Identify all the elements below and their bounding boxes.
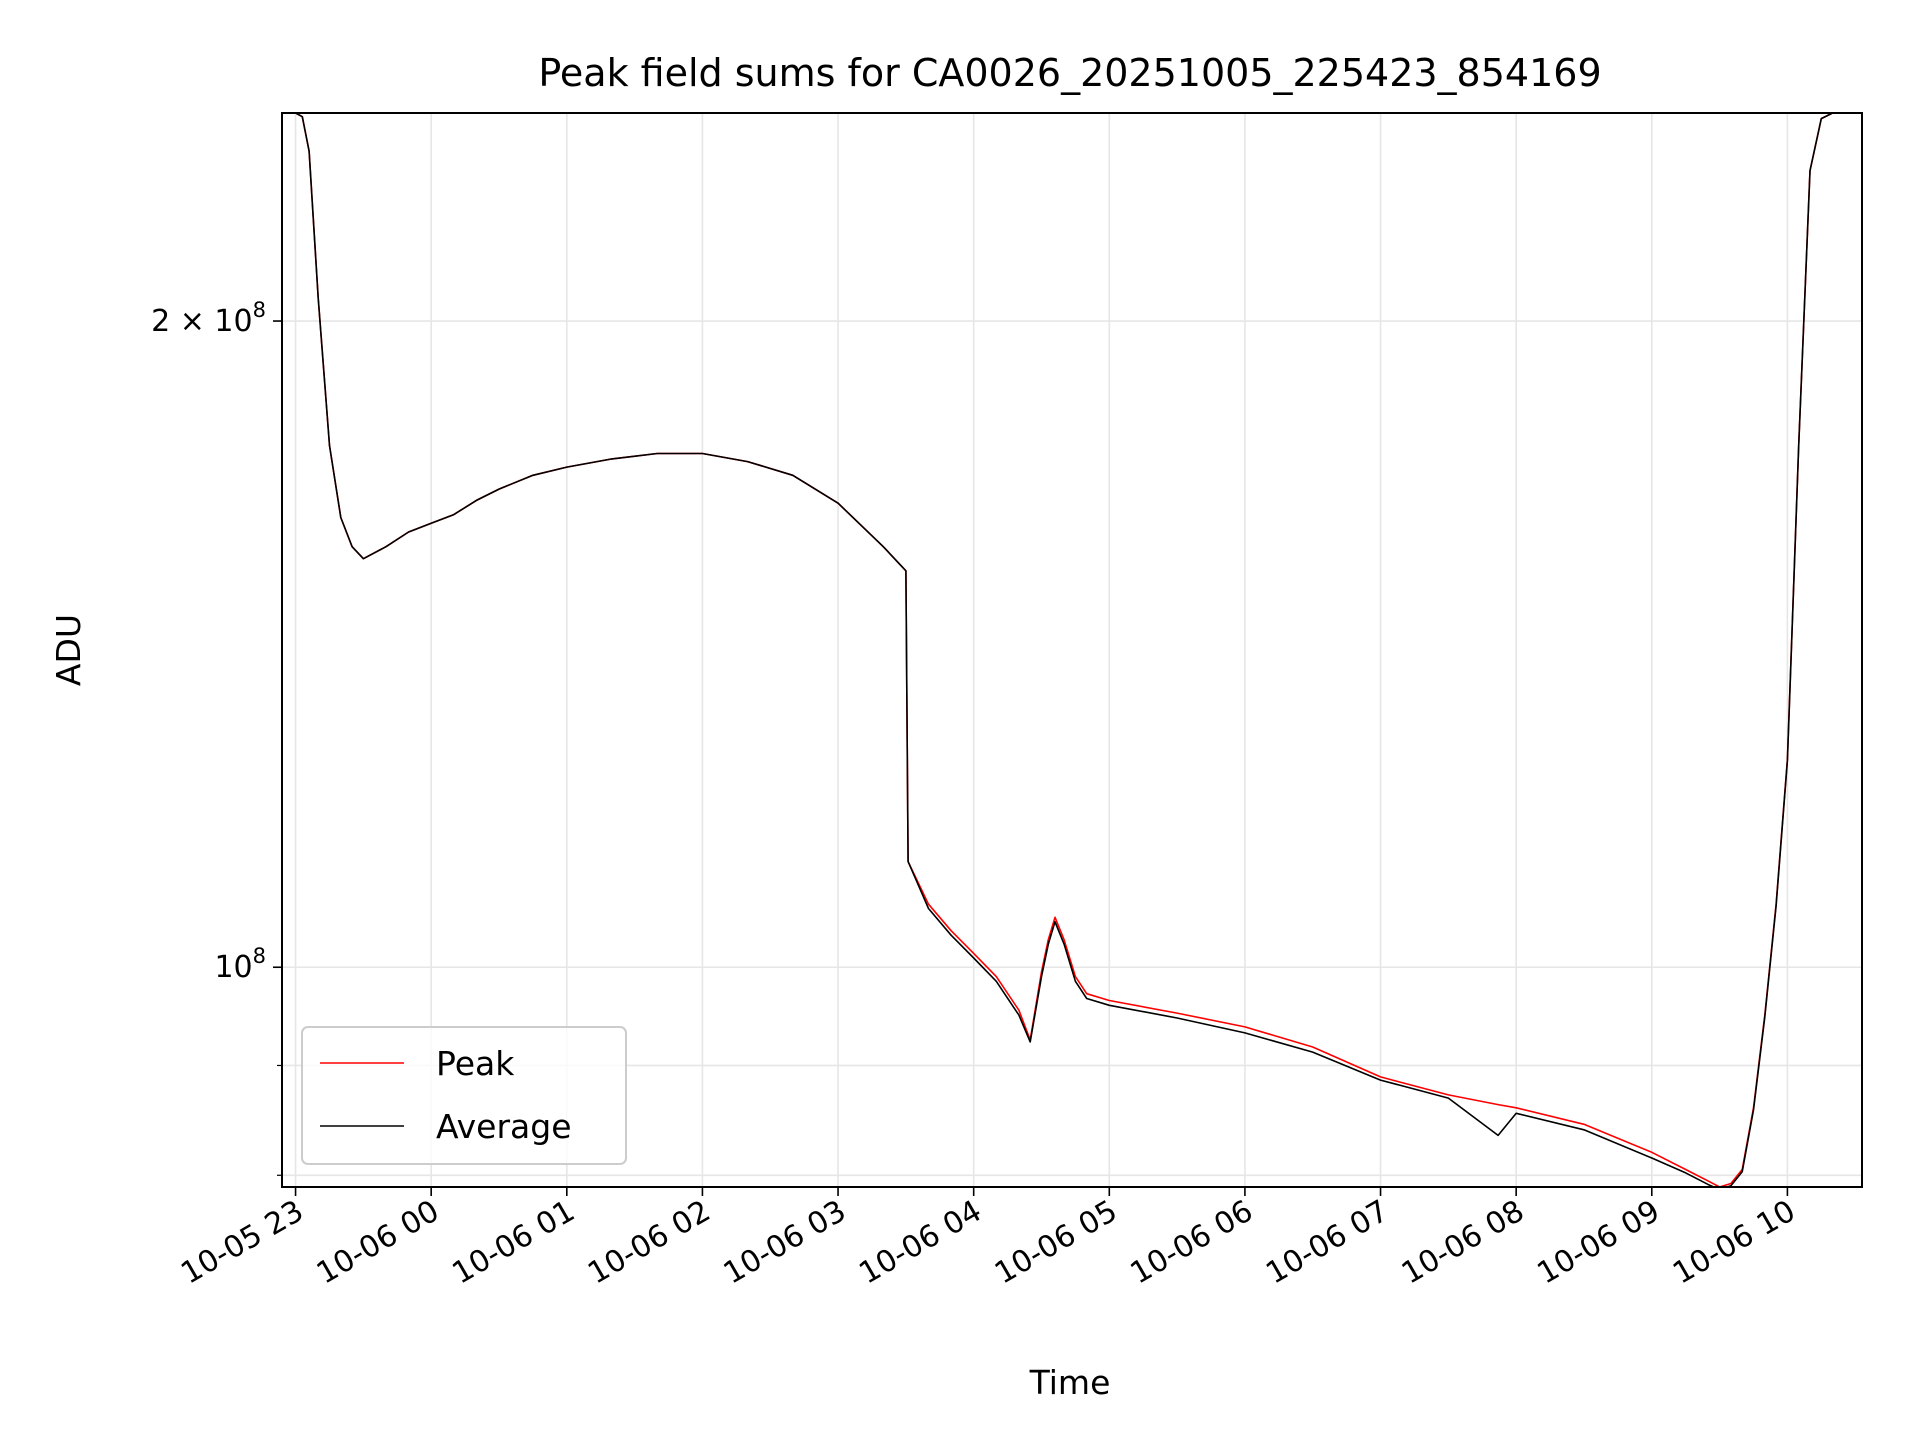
- y-tick-label: 108: [214, 944, 266, 985]
- y-tick-base: 2 × 10: [151, 304, 252, 339]
- legend-label-peak: Peak: [436, 1044, 515, 1083]
- plot-frame: [281, 112, 1863, 1188]
- x-axis-label: Time: [1029, 1363, 1111, 1402]
- legend-label-average: Average: [436, 1107, 572, 1146]
- legend-box: [301, 1026, 627, 1165]
- y-tick-exponent: 8: [253, 298, 266, 322]
- legend: Peak Average: [301, 1026, 627, 1165]
- y-tick-base: 10: [214, 950, 252, 985]
- chart-title: Peak field sums for CA0026_20251005_2254…: [538, 51, 1601, 95]
- y-tick-label: 2 × 108: [151, 298, 266, 339]
- y-axis-label: ADU: [49, 614, 88, 686]
- y-tick-exponent: 8: [253, 944, 266, 968]
